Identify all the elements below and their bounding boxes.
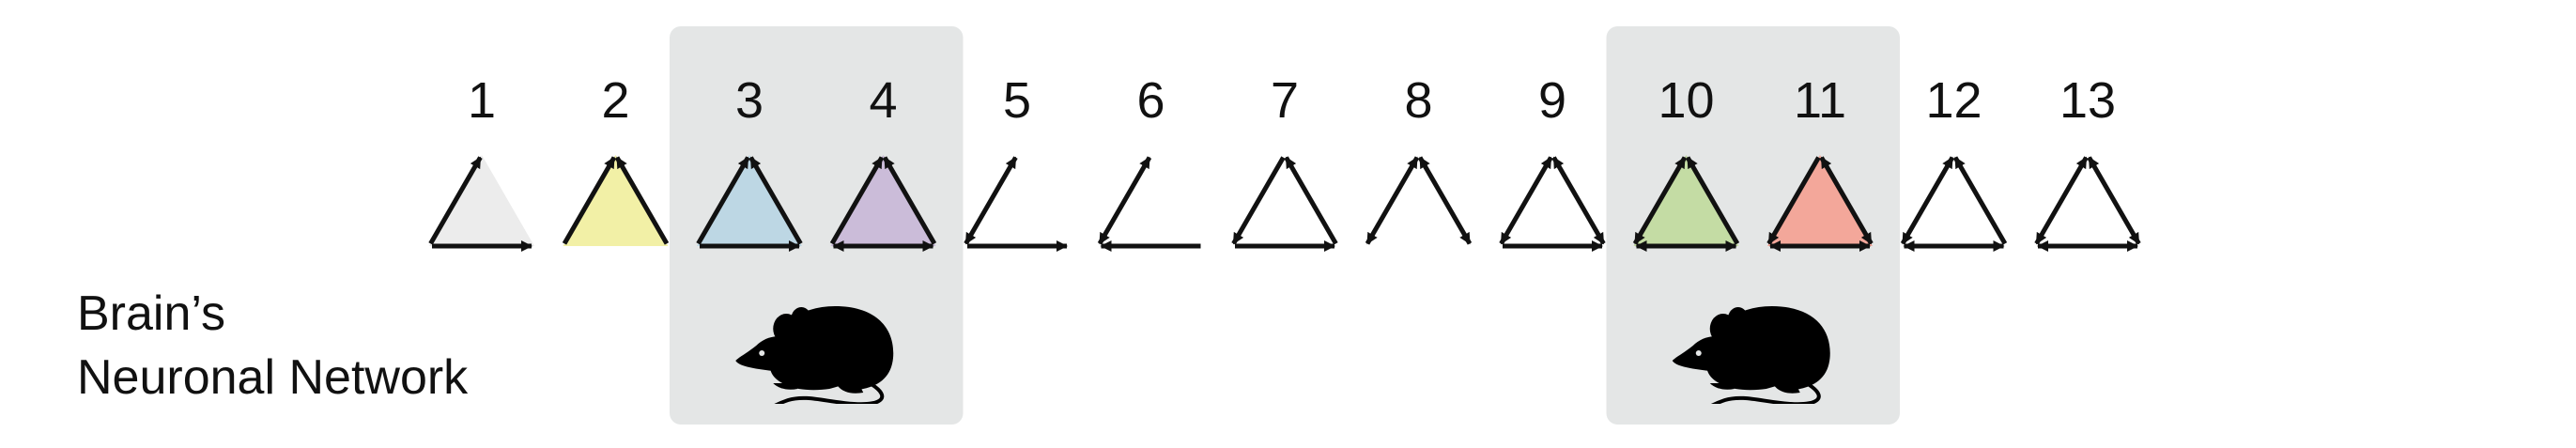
motif-fill [830, 155, 936, 246]
motif-edge [1284, 156, 1338, 245]
motif-5: 5 [964, 72, 1068, 252]
motif-1: 1 [428, 72, 534, 252]
motif-edge [1417, 156, 1473, 245]
motif-fill [429, 155, 534, 246]
motif-edge [428, 156, 483, 245]
motif-edge [1952, 156, 2008, 245]
motif-number: 2 [601, 72, 629, 129]
motif-fill [697, 155, 802, 246]
motif-number: 9 [1538, 72, 1566, 129]
motif-number: 11 [1794, 72, 1846, 129]
motif-number: 4 [869, 72, 897, 129]
motif-edge [1766, 156, 1821, 245]
motif-edge [748, 156, 803, 245]
motif-edge [2087, 156, 2141, 245]
network-label-line2: Neuronal Network [77, 350, 469, 405]
motif-number: 10 [1658, 72, 1714, 129]
motif-edge [829, 156, 885, 245]
motif-edge [1097, 156, 1152, 245]
highlight-panel-1 [670, 26, 964, 425]
motif-8: 8 [1365, 72, 1473, 245]
motif-edge [1365, 156, 1420, 245]
motif-edge [1819, 156, 1874, 245]
motif-number: 13 [2059, 72, 2116, 129]
motif-3: 3 [696, 72, 803, 252]
motif-edge [964, 156, 1018, 245]
motif-4: 4 [829, 72, 937, 252]
motif-7: 7 [1231, 72, 1338, 252]
motif-10: 10 [1632, 72, 1740, 252]
motif-number: 1 [468, 72, 496, 129]
network-label-line1: Brain’s [77, 286, 226, 341]
motif-number: 8 [1404, 72, 1432, 129]
motif-number: 6 [1136, 72, 1165, 129]
motif-number: 7 [1271, 72, 1299, 129]
motif-fill [563, 155, 669, 246]
motif-11: 11 [1766, 72, 1874, 252]
network-label: Brain’s Neuronal Network [77, 282, 468, 409]
motif-edge [1499, 156, 1553, 245]
motif-edge [1632, 156, 1688, 245]
motif-edge [562, 156, 617, 245]
motif-edge [1231, 156, 1286, 245]
highlight-panel-2 [1606, 26, 1900, 425]
motif-6: 6 [1097, 72, 1201, 252]
motif-edge [2034, 156, 2089, 245]
motif-edge [614, 156, 670, 245]
motif-edge [696, 156, 750, 245]
motif-number: 5 [1003, 72, 1031, 129]
motif-edge [882, 156, 937, 245]
motif-2: 2 [562, 72, 670, 246]
motif-edge [1900, 156, 1955, 245]
motif-number: 3 [735, 72, 764, 129]
motif-number: 12 [1925, 72, 1982, 129]
motif-13: 13 [2034, 72, 2141, 252]
motif-edge [1551, 156, 1606, 245]
motif-edge [1685, 156, 1740, 245]
motif-9: 9 [1499, 72, 1606, 252]
motif-12: 12 [1900, 72, 2008, 252]
